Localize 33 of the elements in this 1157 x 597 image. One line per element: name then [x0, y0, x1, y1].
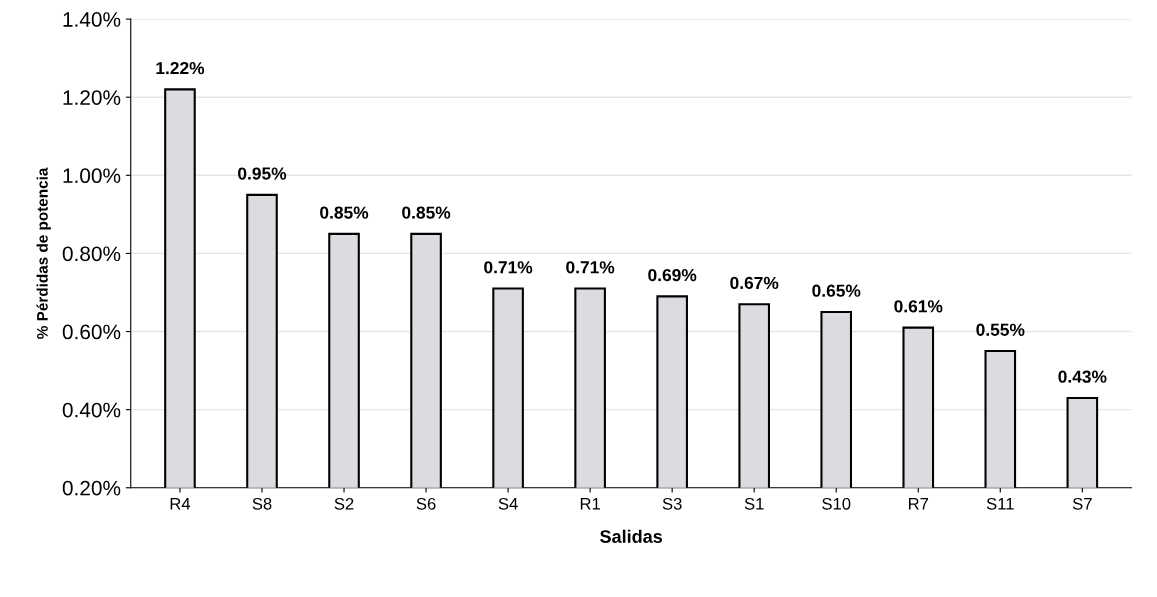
x-tick-label: S10 — [822, 497, 851, 510]
x-tick-label: R1 — [580, 498, 600, 510]
x-tick-label: S1 — [744, 497, 764, 510]
x-axis-title: Salidas — [600, 529, 663, 543]
x-tick-label: S8 — [252, 497, 272, 510]
data-label: 0.61% — [894, 300, 943, 313]
data-label: 0.71% — [484, 261, 533, 274]
data-label: 0.71% — [566, 261, 615, 274]
y-tick-label: 0.60% — [62, 324, 121, 340]
data-label: 0.55% — [976, 323, 1025, 336]
y-axis-title: % Pérdidas de potencia — [36, 167, 51, 339]
y-tick-label: 1.00% — [63, 168, 121, 184]
data-label: 1.22% — [156, 61, 205, 75]
data-label: 0.65% — [812, 284, 861, 297]
x-tick-label: R4 — [170, 498, 191, 510]
y-tick-label: 1.20% — [63, 90, 121, 105]
x-tick-label: S3 — [662, 497, 682, 510]
x-tick-label: S6 — [416, 497, 436, 510]
y-tick-label: 1.40% — [63, 12, 121, 27]
x-tick-label: S7 — [1072, 497, 1092, 510]
data-label: 0.95% — [238, 167, 287, 180]
data-label: 0.85% — [402, 206, 451, 219]
x-tick-label: R7 — [908, 498, 929, 510]
data-label: 0.43% — [1058, 370, 1107, 383]
y-tick-label: 0.80% — [62, 246, 121, 262]
y-tick-label: 0.40% — [62, 402, 121, 418]
data-label: 0.69% — [648, 268, 697, 282]
data-label: 0.85% — [320, 206, 369, 219]
x-tick-label: S4 — [498, 497, 518, 510]
x-tick-label: S11 — [986, 497, 1014, 510]
y-tick-label: 0.20% — [62, 480, 121, 496]
data-label: 0.67% — [730, 276, 779, 290]
x-tick-label: S2 — [334, 497, 354, 510]
